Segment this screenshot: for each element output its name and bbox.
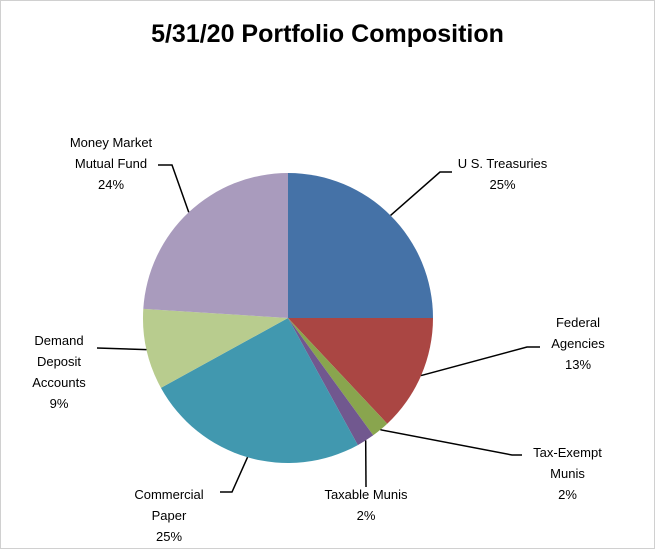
pie-slice bbox=[143, 308, 288, 388]
slice-percent: 25% bbox=[155, 529, 183, 544]
leader-line bbox=[390, 171, 452, 217]
slice-label: Commercial Paper bbox=[134, 487, 204, 523]
slice-percent: 9% bbox=[49, 396, 69, 411]
pie-slice bbox=[288, 318, 388, 436]
leader-line bbox=[220, 456, 249, 493]
leader-line bbox=[380, 428, 522, 456]
chart-title: 5/31/20 Portfolio Composition bbox=[151, 20, 504, 48]
slice-percent: 2% bbox=[558, 487, 577, 502]
slice-label: Tax-Exempt Munis bbox=[533, 445, 602, 481]
slice-label: Taxable Munis bbox=[324, 487, 408, 502]
leader-line bbox=[158, 164, 190, 213]
slice-percent: 2% bbox=[356, 508, 376, 523]
pie-slice bbox=[288, 173, 433, 318]
slice-label: Federal Agencies bbox=[551, 315, 605, 351]
pie-slice bbox=[143, 173, 288, 318]
pie-slice bbox=[160, 318, 358, 463]
slice-label: Money Market Mutual Fund bbox=[69, 135, 153, 171]
slice-percent: 25% bbox=[489, 177, 516, 192]
slice-label: Demand Deposit Accounts bbox=[32, 333, 86, 390]
leader-line bbox=[96, 347, 147, 351]
leader-line bbox=[420, 346, 540, 377]
slice-percent: 24% bbox=[97, 177, 125, 192]
pie-slice bbox=[288, 318, 374, 446]
pie-slice bbox=[288, 318, 433, 424]
slice-percent: 13% bbox=[564, 357, 592, 372]
slice-label: U S. Treasuries bbox=[457, 156, 548, 171]
